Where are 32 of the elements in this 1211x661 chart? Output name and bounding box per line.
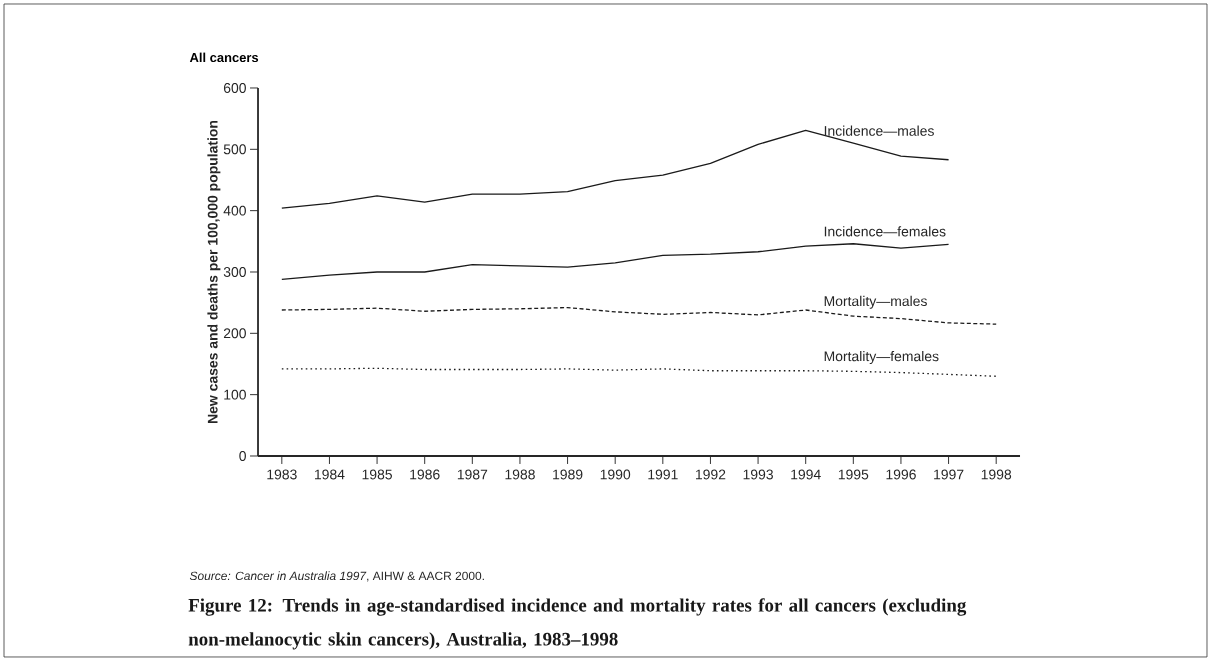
series-label: Incidence—males	[824, 125, 934, 136]
x-tick-label: 1991	[648, 469, 678, 480]
y-tick-label: 500	[223, 144, 246, 155]
x-tick-label: 1985	[362, 469, 392, 480]
x-tick-label: 1995	[838, 469, 869, 480]
y-tick-label: 600	[223, 83, 246, 93]
x-tick-label: 1994	[791, 469, 821, 480]
y-tick-label: 300	[223, 267, 246, 277]
caption: Figure 12: Trends in age-standardised incidence and mortality rates for all cancers (excluding non-melanocytic skin cancers), Australia, 1983–1998	[188, 598, 967, 650]
y-tick-label: 400	[223, 205, 246, 216]
x-tick-label: 1990	[600, 469, 631, 480]
y-tick-label: 200	[223, 328, 246, 339]
x-tick-label: 1988	[505, 469, 535, 480]
series-label: Mortality—males	[824, 295, 927, 309]
y-tick-label: 0	[239, 451, 246, 461]
line-series	[281, 243, 950, 280]
x-tick-label: 1983	[267, 469, 297, 480]
x-tick-label: 1998	[981, 469, 1012, 480]
x-tick-label: 1989	[553, 469, 583, 480]
x-tick-label: 1987	[457, 469, 488, 480]
y-axis-title: New cases and deaths per 100,000 population	[207, 120, 221, 423]
chart-title: All cancers	[189, 52, 259, 63]
x-tick-label: 1986	[410, 469, 440, 480]
x-tick-label: 1997	[934, 469, 964, 480]
x-tick-label: 1993	[743, 469, 773, 480]
series-label: Mortality—females	[824, 351, 939, 365]
series-label: Incidence—females	[824, 226, 946, 237]
x-tick-label: 1996	[886, 469, 916, 480]
x-tick-label: 1992	[696, 469, 726, 480]
x-tick-label: 1984	[315, 469, 345, 480]
text: Source: Cancer in Australia 1997, AIHW & AACR 2000.	[189, 571, 484, 582]
y-tick-label: 100	[224, 389, 246, 400]
